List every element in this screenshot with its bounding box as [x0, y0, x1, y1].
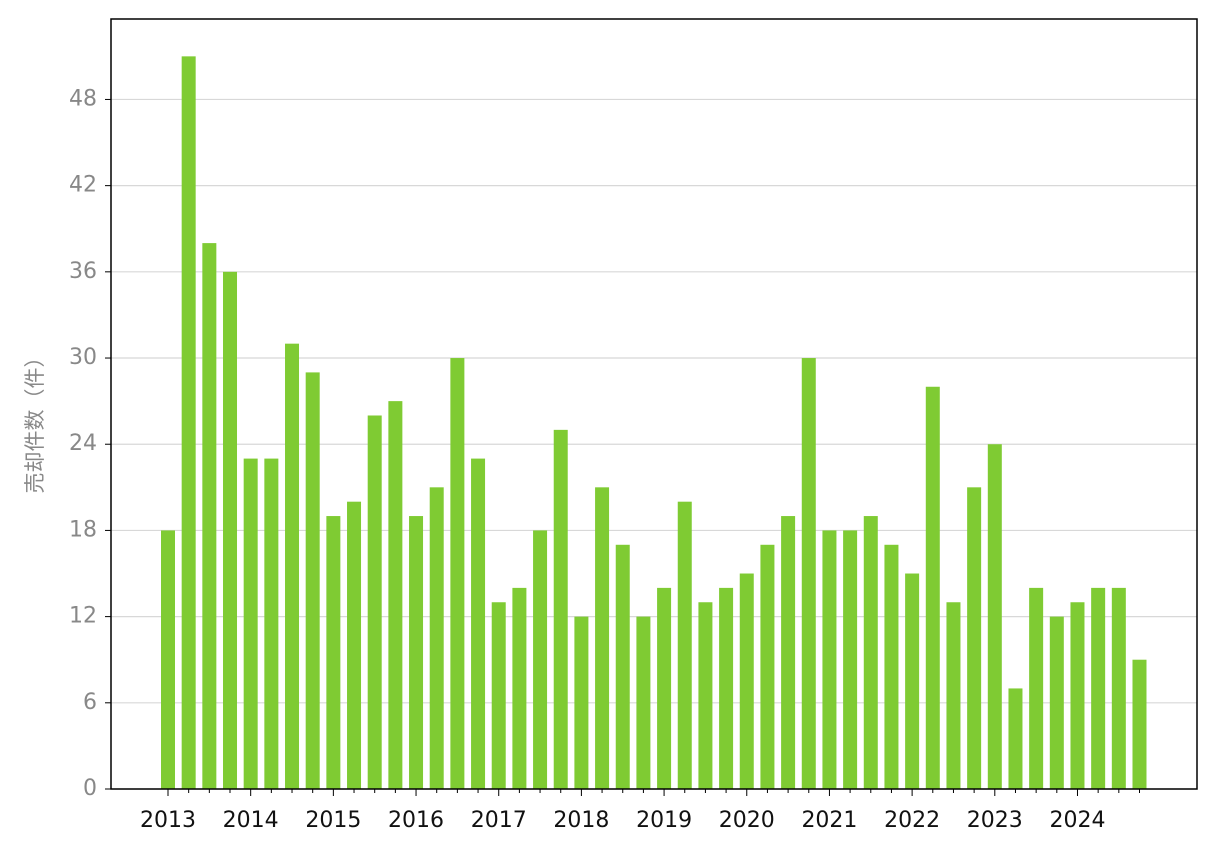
bar — [533, 530, 548, 789]
x-tick-label: 2016 — [388, 808, 444, 833]
bar — [1132, 659, 1147, 789]
bar — [863, 516, 878, 789]
x-tick-label: 2022 — [884, 808, 940, 833]
y-tick-label: 48 — [69, 86, 97, 111]
plot-frame — [110, 18, 1198, 790]
bar — [367, 415, 382, 789]
bar — [491, 602, 506, 789]
bar — [1029, 587, 1044, 789]
bar — [657, 587, 672, 789]
bar — [987, 444, 1002, 789]
bar — [1049, 616, 1064, 789]
x-tick-label: 2023 — [967, 808, 1023, 833]
bar — [801, 358, 816, 789]
bar — [574, 616, 589, 789]
bar — [595, 487, 610, 789]
x-tick-label: 2015 — [305, 808, 361, 833]
y-tick-label: 24 — [69, 431, 97, 456]
bar — [843, 530, 858, 789]
y-tick-label: 12 — [69, 604, 97, 629]
bar — [471, 458, 486, 789]
x-tick-label: 2024 — [1049, 808, 1105, 833]
y-tick-label: 0 — [83, 776, 97, 801]
bar — [1008, 688, 1023, 789]
bar — [243, 458, 258, 789]
y-tick-label: 18 — [69, 517, 97, 542]
bar — [181, 56, 196, 789]
bar — [202, 243, 217, 789]
bar — [1091, 587, 1106, 789]
bar — [1111, 587, 1126, 789]
bar — [223, 271, 238, 789]
bar — [698, 602, 713, 789]
bar — [305, 372, 320, 789]
bar — [719, 587, 734, 789]
bar — [760, 544, 775, 789]
bar — [512, 587, 527, 789]
bar — [822, 530, 837, 789]
bar — [347, 501, 362, 789]
bar — [326, 516, 341, 789]
bar — [905, 573, 920, 789]
bar — [615, 544, 630, 789]
bar — [1070, 602, 1085, 789]
y-tick-label: 42 — [69, 173, 97, 198]
bar — [636, 616, 651, 789]
bar — [429, 487, 444, 789]
y-tick-label: 6 — [83, 690, 97, 715]
bar — [450, 358, 465, 789]
y-axis-label: 売却件数（件） — [23, 347, 47, 494]
bar — [946, 602, 961, 789]
bar — [781, 516, 796, 789]
bar — [553, 429, 568, 789]
bar — [409, 516, 424, 789]
bar — [884, 544, 899, 789]
bar — [264, 458, 279, 789]
bar — [967, 487, 982, 789]
x-tick-label: 2017 — [471, 808, 527, 833]
x-tick-label: 2020 — [719, 808, 775, 833]
bar — [388, 401, 403, 789]
bar — [739, 573, 754, 789]
x-tick-label: 2018 — [553, 808, 609, 833]
bar — [677, 501, 692, 789]
y-tick-label: 30 — [69, 345, 97, 370]
bar — [925, 386, 940, 789]
bar — [161, 530, 175, 789]
y-tick-label: 36 — [69, 259, 97, 284]
x-tick-label: 2019 — [636, 808, 692, 833]
bar — [285, 343, 300, 789]
x-tick-label: 2014 — [223, 808, 279, 833]
x-tick-label: 2021 — [801, 808, 857, 833]
x-tick-label: 2013 — [140, 808, 196, 833]
